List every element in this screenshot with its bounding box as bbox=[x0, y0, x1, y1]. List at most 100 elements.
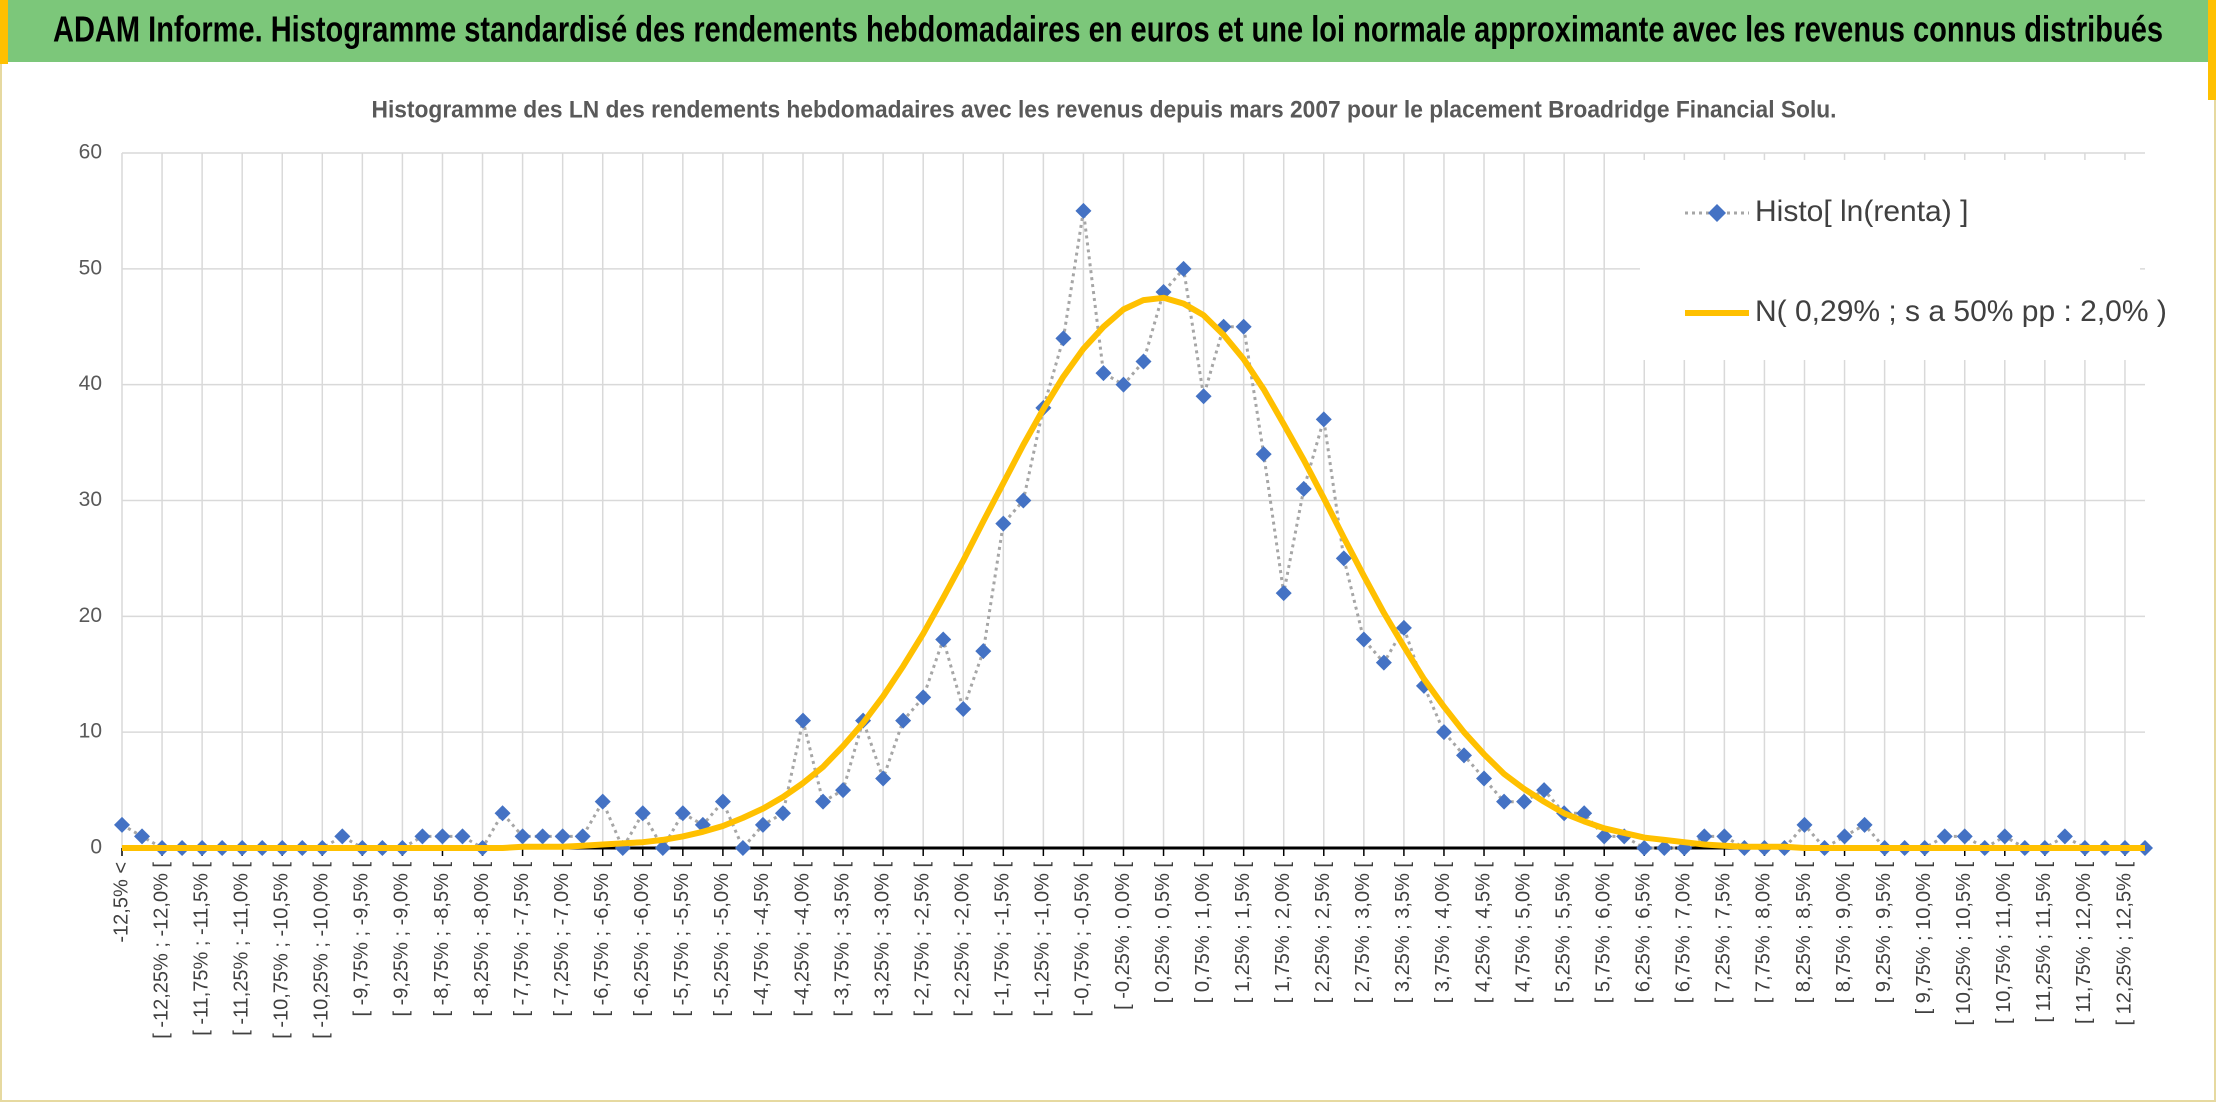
x-tick-label: [ 7,25% ; 7,5% [ bbox=[1713, 862, 1735, 1004]
x-tick-label: [ -8,75% ; -8,5% [ bbox=[431, 862, 453, 1017]
histo-marker bbox=[1375, 654, 1392, 671]
x-tick-label: [ -1,25% ; -1,0% [ bbox=[1032, 862, 1054, 1017]
histo-marker bbox=[674, 805, 691, 822]
x-tick-label: [ 3,75% ; 4,0% [ bbox=[1432, 862, 1454, 1004]
normal-curve bbox=[122, 294, 2145, 851]
histo-marker bbox=[935, 631, 952, 648]
histo-marker bbox=[1455, 747, 1472, 764]
histo-marker bbox=[1536, 782, 1553, 799]
histo-marker bbox=[1395, 619, 1412, 636]
histo-marker bbox=[1275, 585, 1292, 602]
y-tick-label: 30 bbox=[79, 488, 102, 511]
x-tick-label: [ 4,75% ; 5,0% [ bbox=[1512, 862, 1534, 1004]
y-tick-label: 40 bbox=[79, 372, 102, 395]
x-tick-label: [ -3,25% ; -3,0% [ bbox=[871, 862, 893, 1017]
histo-marker bbox=[995, 515, 1012, 532]
histo-marker bbox=[1195, 388, 1212, 405]
x-tick-label: -12,5% < bbox=[110, 862, 132, 943]
x-tick-label: [ -6,75% ; -6,5% [ bbox=[591, 862, 613, 1017]
x-tick-label: [ -4,25% ; -4,0% [ bbox=[791, 862, 813, 1017]
x-tick-label: [ 2,75% ; 3,0% [ bbox=[1352, 862, 1374, 1004]
histo-marker bbox=[734, 840, 751, 856]
histo-marker bbox=[434, 828, 451, 845]
histo-marker bbox=[1936, 828, 1953, 845]
histo-marker bbox=[754, 816, 771, 833]
x-tick-label: [ -1,75% ; -1,5% [ bbox=[992, 862, 1014, 1017]
x-tick-label: [ -11,75% ; -11,5% [ bbox=[190, 862, 212, 1036]
y-tick-label: 60 bbox=[79, 141, 102, 164]
histo-marker bbox=[955, 701, 972, 717]
x-tick-label: [ 8,25% ; 8,5% [ bbox=[1793, 862, 1815, 1004]
histo-marker bbox=[835, 782, 852, 799]
histo-marker bbox=[1836, 828, 1853, 845]
x-tick-label: [ 7,75% ; 8,0% [ bbox=[1753, 862, 1775, 1004]
histo-marker bbox=[334, 828, 351, 845]
x-tick-label: [ 9,75% ; 10,0% [ bbox=[1913, 862, 1935, 1015]
x-tick-label: [ -8,25% ; -8,0% [ bbox=[471, 862, 493, 1017]
histo-marker bbox=[2056, 828, 2073, 845]
page-title: ADAM Informe. Histogramme standardisé de… bbox=[53, 9, 2163, 50]
y-tick-label: 50 bbox=[79, 256, 102, 279]
x-tick-label: [ 3,25% ; 3,5% [ bbox=[1392, 862, 1414, 1004]
x-tick-label: [ 1,25% ; 1,5% [ bbox=[1232, 862, 1254, 1004]
x-tick-label: [ 11,25% ; 11,5% [ bbox=[2033, 862, 2055, 1023]
y-tick-label: 10 bbox=[79, 720, 102, 743]
histo-marker bbox=[514, 828, 531, 845]
histo-marker bbox=[1255, 446, 1272, 463]
x-tick-label: [ -5,75% ; -5,5% [ bbox=[671, 862, 693, 1017]
histo-marker bbox=[1636, 840, 1653, 856]
x-tick-label: [ 9,25% ; 9,5% [ bbox=[1873, 862, 1895, 1004]
x-tick-label: [ 5,25% ; 5,5% [ bbox=[1552, 862, 1574, 1004]
histo-marker bbox=[815, 793, 832, 810]
x-tick-label: [ -9,25% ; -9,0% [ bbox=[391, 862, 413, 1017]
x-tick-label: [ 11,75% ; 12,0% [ bbox=[2073, 862, 2095, 1024]
x-tick-label: [ 12,25% ; 12,5% [ bbox=[2113, 862, 2135, 1026]
histo-marker bbox=[1055, 330, 1072, 347]
x-tick-label: [ 5,75% ; 6,0% [ bbox=[1592, 862, 1614, 1004]
histo-marker bbox=[795, 712, 812, 729]
histo-marker bbox=[1115, 376, 1132, 393]
x-tick-label: [ -11,25% ; -11,0% [ bbox=[230, 862, 252, 1036]
x-tick-label: [ -7,75% ; -7,5% [ bbox=[511, 862, 533, 1017]
x-tick-label: [ -10,25% ; -10,0% [ bbox=[311, 862, 333, 1039]
histo-marker bbox=[574, 828, 591, 845]
histo-marker bbox=[714, 793, 731, 810]
histo-marker bbox=[895, 712, 912, 729]
x-tick-label: [ -5,25% ; -5,0% [ bbox=[711, 862, 733, 1017]
histo-marker bbox=[915, 689, 932, 706]
corner bbox=[2208, 0, 2216, 100]
banner bbox=[0, 0, 2216, 62]
legend-marker bbox=[1708, 204, 1726, 222]
x-tick-label: [ 10,25% ; 10,5% [ bbox=[1953, 862, 1975, 1026]
histo-marker bbox=[1335, 550, 1352, 567]
histo-marker bbox=[1095, 365, 1112, 382]
histo-marker bbox=[534, 828, 551, 845]
x-tick-label: [ -2,25% ; -2,0% [ bbox=[952, 862, 974, 1017]
chart-title: Histogramme des LN des rendements hebdom… bbox=[372, 96, 1837, 123]
histo-marker bbox=[134, 828, 151, 845]
histo-marker bbox=[554, 828, 571, 845]
x-tick-label: [ 8,75% ; 9,0% [ bbox=[1833, 862, 1855, 1004]
histo-marker bbox=[1716, 828, 1733, 845]
x-tick-label: [ -0,75% ; -0,5% [ bbox=[1072, 862, 1094, 1017]
histo-marker bbox=[1696, 828, 1713, 845]
x-tick-label: [ 6,25% ; 6,5% [ bbox=[1633, 862, 1655, 1004]
x-tick-label: [ 10,75% ; 11,0% [ bbox=[1993, 862, 2015, 1024]
histo-marker bbox=[1015, 492, 1032, 509]
y-tick-label: 20 bbox=[79, 604, 102, 627]
histo-marker bbox=[975, 643, 992, 660]
histo-marker bbox=[1856, 816, 1873, 833]
histo-marker bbox=[1175, 260, 1192, 277]
x-tick-label: [ -9,75% ; -9,5% [ bbox=[351, 862, 373, 1017]
histo-marker bbox=[875, 770, 892, 787]
histo-marker bbox=[1656, 840, 1673, 856]
histo-marker bbox=[1496, 793, 1513, 810]
histo-marker bbox=[1956, 828, 1973, 845]
x-tick-label: [ 1,75% ; 2,0% [ bbox=[1272, 862, 1294, 1004]
x-tick-label: [ 6,75% ; 7,0% [ bbox=[1673, 862, 1695, 1004]
legend-label: Histo[ ln(renta) ] bbox=[1755, 195, 1968, 228]
histo-marker bbox=[774, 805, 791, 822]
histo-marker bbox=[1315, 411, 1332, 428]
x-tick-label: [ -2,75% ; -2,5% [ bbox=[911, 862, 933, 1017]
